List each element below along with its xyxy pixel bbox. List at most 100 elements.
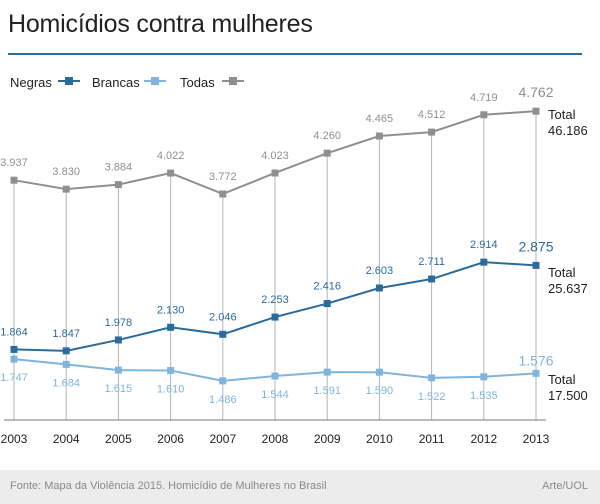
point-todas-2007 xyxy=(219,190,227,198)
legend-swatch-negras xyxy=(58,77,80,85)
data-label-negras-2008: 2.253 xyxy=(261,294,289,306)
x-tick-label-2004: 2004 xyxy=(53,432,80,446)
point-todas-2003 xyxy=(10,176,18,184)
point-todas-2006 xyxy=(167,169,175,177)
title-divider xyxy=(8,53,582,55)
point-todas-2011 xyxy=(428,128,436,136)
point-negras-2012 xyxy=(480,258,488,266)
total-brancas: Total 17.500 xyxy=(548,372,588,404)
point-negras-2005 xyxy=(114,336,122,344)
total-todas-value: 46.186 xyxy=(548,123,588,138)
legend-swatch-brancas xyxy=(144,77,166,85)
data-label-negras-2005: 1.978 xyxy=(105,317,133,329)
x-tick-label-2007: 2007 xyxy=(209,432,236,446)
data-label-brancas-2013: 1.576 xyxy=(518,352,553,368)
point-todas-2005 xyxy=(114,181,122,189)
data-label-brancas-2010: 1.590 xyxy=(366,385,394,397)
total-brancas-value: 17.500 xyxy=(548,388,588,403)
total-todas-label: Total xyxy=(548,107,576,122)
point-brancas-2009 xyxy=(323,368,331,376)
point-brancas-2012 xyxy=(480,373,488,381)
point-negras-2006 xyxy=(167,323,175,331)
point-brancas-2004 xyxy=(62,360,70,368)
x-tick-label-2012: 2012 xyxy=(470,432,497,446)
point-brancas-2005 xyxy=(114,366,122,374)
point-todas-2008 xyxy=(271,169,279,177)
data-label-todas-2004: 3.830 xyxy=(52,166,80,178)
point-brancas-2011 xyxy=(428,374,436,382)
point-todas-2012 xyxy=(480,111,488,119)
data-label-negras-2011: 2.711 xyxy=(418,256,445,268)
data-label-todas-2005: 3.884 xyxy=(105,162,133,174)
data-label-todas-2013: 4.762 xyxy=(518,84,553,100)
point-todas-2010 xyxy=(375,132,383,140)
x-tick-label-2005: 2005 xyxy=(105,432,132,446)
point-negras-2013 xyxy=(532,261,540,269)
point-negras-2009 xyxy=(323,300,331,308)
data-label-negras-2004: 1.847 xyxy=(52,328,80,340)
point-brancas-2003 xyxy=(10,355,18,363)
data-label-negras-2003: 1.864 xyxy=(0,326,28,338)
legend-label-todas: Todas xyxy=(180,75,215,90)
data-label-todas-2007: 3.772 xyxy=(209,171,237,183)
point-todas-2009 xyxy=(323,149,331,157)
point-negras-2007 xyxy=(219,330,227,338)
legend-label-brancas: Brancas xyxy=(92,75,140,90)
data-label-brancas-2003: 1.747 xyxy=(0,372,28,384)
data-label-brancas-2008: 1.544 xyxy=(261,389,289,401)
data-label-todas-2012: 4.719 xyxy=(470,92,498,104)
legend-item-brancas: Brancas xyxy=(92,75,166,90)
credit-note: Arte/UOL xyxy=(542,480,588,492)
point-negras-2004 xyxy=(62,347,70,355)
chart-title: Homicídios contra mulheres xyxy=(8,10,313,38)
data-label-todas-2010: 4.465 xyxy=(366,113,394,125)
x-tick-label-2010: 2010 xyxy=(366,432,393,446)
point-brancas-2013 xyxy=(532,369,540,377)
point-negras-2010 xyxy=(375,284,383,292)
point-brancas-2006 xyxy=(167,367,175,375)
data-label-todas-2006: 4.022 xyxy=(157,150,185,162)
data-label-todas-2011: 4.512 xyxy=(418,109,446,121)
data-label-todas-2009: 4.260 xyxy=(313,130,341,142)
data-label-todas-2008: 4.023 xyxy=(261,150,289,162)
point-negras-2011 xyxy=(428,275,436,283)
data-label-negras-2010: 2.603 xyxy=(366,265,394,277)
point-todas-2004 xyxy=(62,185,70,193)
legend-swatch-todas xyxy=(222,77,244,85)
point-todas-2013 xyxy=(532,107,540,115)
data-label-brancas-2009: 1.591 xyxy=(313,385,341,397)
data-label-negras-2013: 2.875 xyxy=(518,238,553,254)
point-negras-2003 xyxy=(10,345,18,353)
data-label-brancas-2004: 1.684 xyxy=(52,377,80,389)
x-tick-label-2013: 2013 xyxy=(523,432,550,446)
point-brancas-2007 xyxy=(219,377,227,385)
legend-label-negras: Negras xyxy=(10,75,52,90)
data-label-negras-2007: 2.046 xyxy=(209,311,237,323)
x-tick-label-2009: 2009 xyxy=(314,432,341,446)
point-brancas-2008 xyxy=(271,372,279,380)
total-brancas-label: Total xyxy=(548,372,576,387)
data-label-brancas-2011: 1.522 xyxy=(418,391,446,403)
data-label-brancas-2012: 1.535 xyxy=(470,390,498,402)
total-negras-label: Total xyxy=(548,265,576,280)
x-tick-label-2011: 2011 xyxy=(419,432,445,446)
data-label-brancas-2007: 1.486 xyxy=(209,394,237,406)
total-negras-value: 25.637 xyxy=(548,281,588,296)
data-label-negras-2009: 2.416 xyxy=(313,281,341,293)
line-chart: 2003 2004 2005 2006 2007 2008 2009 2010 2011 2012… xyxy=(0,84,553,446)
data-label-brancas-2005: 1.615 xyxy=(105,383,133,395)
total-todas: Total 46.186 xyxy=(548,107,588,139)
data-label-negras-2006: 2.130 xyxy=(157,304,185,316)
data-label-negras-2012: 2.914 xyxy=(470,239,498,251)
footer: Fonte: Mapa da Violência 2015. Homicídio… xyxy=(0,470,600,504)
source-note: Fonte: Mapa da Violência 2015. Homicídio… xyxy=(10,480,327,492)
x-tick-label-2008: 2008 xyxy=(262,432,289,446)
x-tick-label-2006: 2006 xyxy=(157,432,184,446)
legend-item-negras: Negras xyxy=(10,75,80,90)
legend-item-todas: Todas xyxy=(180,75,244,90)
total-negras: Total 25.637 xyxy=(548,265,588,297)
point-brancas-2010 xyxy=(375,368,383,376)
point-negras-2008 xyxy=(271,313,279,321)
x-tick-label-2003: 2003 xyxy=(1,432,28,446)
data-label-todas-2003: 3.937 xyxy=(0,157,28,169)
